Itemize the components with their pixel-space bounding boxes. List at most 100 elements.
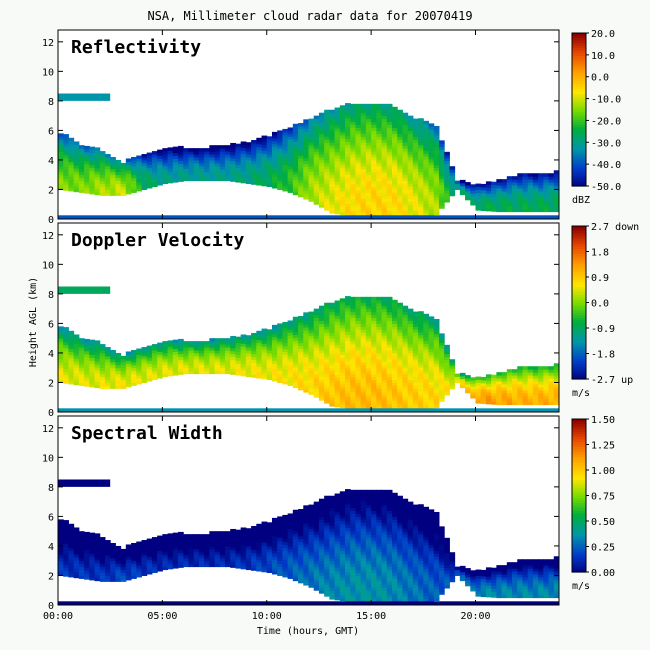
radar-cell (334, 356, 341, 361)
radar-cell (115, 177, 122, 182)
radar-cell (438, 392, 445, 396)
radar-cell (376, 308, 383, 313)
radar-cell (230, 540, 236, 545)
radar-cell (271, 345, 278, 350)
radar-cell (219, 542, 226, 547)
radar-cell (141, 171, 148, 176)
radar-cell (58, 177, 64, 182)
radar-cell (350, 352, 356, 357)
radar-cell (277, 569, 283, 574)
radar-cell (183, 168, 189, 173)
radar-cell (298, 514, 304, 519)
radar-cell (538, 386, 544, 391)
colorbar-frame (571, 32, 587, 187)
radar-cell (277, 554, 283, 559)
radar-cell (178, 371, 184, 375)
radar-cell (365, 355, 372, 360)
radar-cell (282, 532, 289, 537)
radar-cell (214, 554, 221, 559)
radar-cell (397, 364, 403, 369)
radar-cell (313, 367, 320, 372)
radar-cell (78, 352, 85, 357)
radar-cell (99, 545, 106, 550)
radar-cell (282, 369, 289, 373)
radar-cell (256, 342, 263, 347)
radar-cell (543, 185, 550, 189)
radar-cell (245, 171, 252, 176)
radar-cell (360, 344, 367, 348)
radar-cell (292, 557, 299, 561)
radar-cell (355, 581, 362, 585)
radar-cell (251, 335, 257, 340)
colorbar-step (572, 312, 586, 316)
radar-cell (141, 379, 148, 383)
radar-cell (355, 299, 362, 304)
radar-cell (522, 182, 529, 186)
radar-cell (73, 527, 80, 531)
radar-cell (329, 195, 336, 199)
radar-cell (350, 145, 356, 149)
radar-cell (376, 207, 383, 211)
radar-cell (365, 177, 372, 182)
radar-cell (318, 314, 325, 318)
radar-cell (68, 336, 75, 341)
radar-cell (496, 185, 503, 189)
radar-cell (271, 526, 278, 531)
radar-cell (146, 179, 153, 183)
radar-cell (58, 344, 64, 348)
radar-cell (360, 139, 367, 143)
radar-cell (193, 341, 200, 345)
radar-cell (517, 185, 523, 189)
radar-cell (444, 389, 450, 393)
radar-cell (553, 173, 560, 177)
radar-cell (350, 406, 356, 410)
radar-cell (292, 574, 299, 579)
colorbar-label: -20.0 (591, 116, 621, 127)
radar-cell (517, 176, 523, 180)
radar-cell (386, 314, 393, 318)
radar-cell (318, 569, 325, 574)
radar-cell (198, 551, 205, 556)
radar-cell (329, 560, 336, 565)
radar-cell (485, 400, 492, 405)
radar-cell (162, 370, 169, 375)
radar-cell (548, 401, 555, 406)
radar-cell (532, 205, 539, 210)
radar-cell (183, 554, 189, 559)
radar-cell (532, 380, 539, 385)
radar-cell (245, 373, 252, 378)
radar-cell (532, 378, 539, 382)
radar-cell (303, 508, 309, 512)
radar-cell (371, 112, 377, 117)
radar-cell (271, 167, 278, 171)
radar-cell (292, 515, 299, 520)
radar-cell (99, 551, 106, 556)
radar-cell (178, 163, 184, 168)
radar-cell (104, 186, 111, 190)
radar-cell (99, 569, 106, 574)
radar-cell (78, 174, 85, 179)
radar-cell (365, 162, 372, 167)
radar-cell (402, 344, 409, 348)
radar-cell (78, 367, 85, 372)
radar-cell (209, 367, 216, 372)
radar-cell (178, 169, 184, 173)
radar-cell (308, 332, 315, 336)
radar-cell (251, 362, 257, 366)
radar-cell (63, 549, 69, 554)
radar-cell (120, 183, 127, 188)
radar-cell (271, 170, 278, 174)
radar-cell (58, 145, 64, 149)
radar-cell (157, 562, 163, 566)
radar-cell (355, 124, 362, 128)
radar-cell (334, 403, 341, 408)
radar-cell (271, 375, 278, 379)
radar-cell (345, 132, 351, 137)
radar-cell (418, 127, 424, 131)
radar-cell (141, 349, 148, 354)
radar-cell (183, 352, 189, 357)
radar-cell (444, 181, 450, 185)
radar-cell (381, 207, 388, 211)
radar-cell (381, 364, 388, 369)
radar-cell (209, 361, 216, 366)
